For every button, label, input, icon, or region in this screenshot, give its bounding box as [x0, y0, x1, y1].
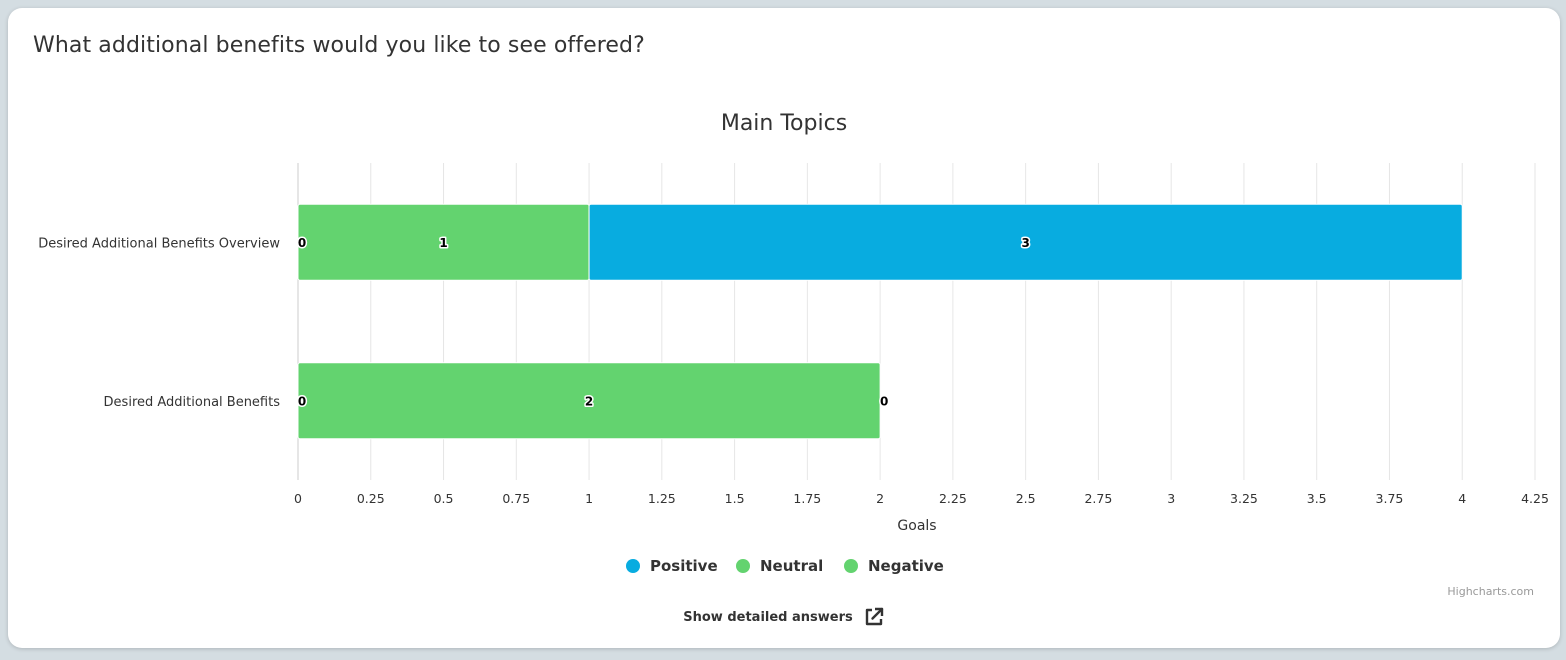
x-tick-label: 3.5	[1307, 491, 1327, 506]
x-tick-label: 4.25	[1521, 491, 1549, 506]
legend-label: Positive	[650, 557, 718, 575]
x-axis-ticks: 0 0.25 0.5 0.75 1 1.25 1.5 1.75 2 2.25 2.5 2.75 3 3.2…	[294, 491, 1549, 506]
topics-bar-chart: Main Topics 0 1 3 0 2 0 Desired Additional Be…	[38, 111, 1549, 598]
category-label: Desired Additional Benefits	[104, 395, 281, 410]
legend-label: Negative	[868, 557, 944, 575]
x-tick-label: 4	[1458, 491, 1466, 506]
x-tick-label: 0	[294, 491, 302, 506]
x-tick-label: 2.75	[1084, 491, 1112, 506]
legend-item-positive[interactable]: Positive	[626, 557, 718, 575]
x-tick-label: 2.25	[939, 491, 967, 506]
data-label-negative: 0	[298, 236, 306, 250]
x-tick-label: 1.25	[648, 491, 676, 506]
data-label-neutral: 2	[585, 394, 593, 408]
data-labels: 0 1 3 0 2 0	[296, 234, 1031, 410]
question-title: What additional benefits would you like …	[33, 33, 645, 58]
legend-swatch	[736, 559, 750, 573]
legend-swatch	[626, 559, 640, 573]
x-tick-label: 0.5	[434, 491, 454, 506]
x-tick-label: 2.5	[1016, 491, 1036, 506]
x-tick-label: 2	[876, 491, 884, 506]
category-label: Desired Additional Benefits Overview	[38, 236, 280, 251]
x-tick-label: 3	[1167, 491, 1175, 506]
legend: Positive Neutral Negative	[626, 557, 944, 575]
show-detailed-answers-button[interactable]: Show detailed answers	[8, 606, 1560, 628]
x-tick-label: 1.5	[725, 491, 745, 506]
x-tick-label: 0.75	[502, 491, 530, 506]
bar-positive	[588, 203, 1463, 281]
chart-title: Main Topics	[721, 111, 847, 136]
x-axis-title: Goals	[897, 518, 936, 534]
x-tick-label: 0.25	[357, 491, 385, 506]
legend-label: Neutral	[760, 557, 823, 575]
category-labels: Desired Additional Benefits Overview Desi…	[38, 236, 280, 410]
question-card: What additional benefits would you like …	[8, 8, 1560, 648]
data-label-negative: 0	[298, 394, 306, 408]
x-tick-label: 1	[585, 491, 593, 506]
x-tick-label: 3.25	[1230, 491, 1258, 506]
bars	[297, 203, 1463, 440]
show-detailed-answers-label: Show detailed answers	[683, 609, 853, 625]
x-tick-label: 3.75	[1376, 491, 1404, 506]
bar-neutral	[297, 362, 881, 440]
legend-item-negative[interactable]: Negative	[844, 557, 944, 575]
x-tick-label: 1.75	[793, 491, 821, 506]
legend-item-neutral[interactable]: Neutral	[736, 557, 823, 575]
legend-swatch	[844, 559, 858, 573]
data-label-neutral: 1	[439, 236, 447, 250]
external-link-icon	[863, 606, 885, 628]
data-label-positive: 3	[1021, 236, 1029, 250]
credits-link[interactable]: Highcharts.com	[1447, 585, 1534, 598]
data-label-positive: 0	[880, 394, 888, 408]
